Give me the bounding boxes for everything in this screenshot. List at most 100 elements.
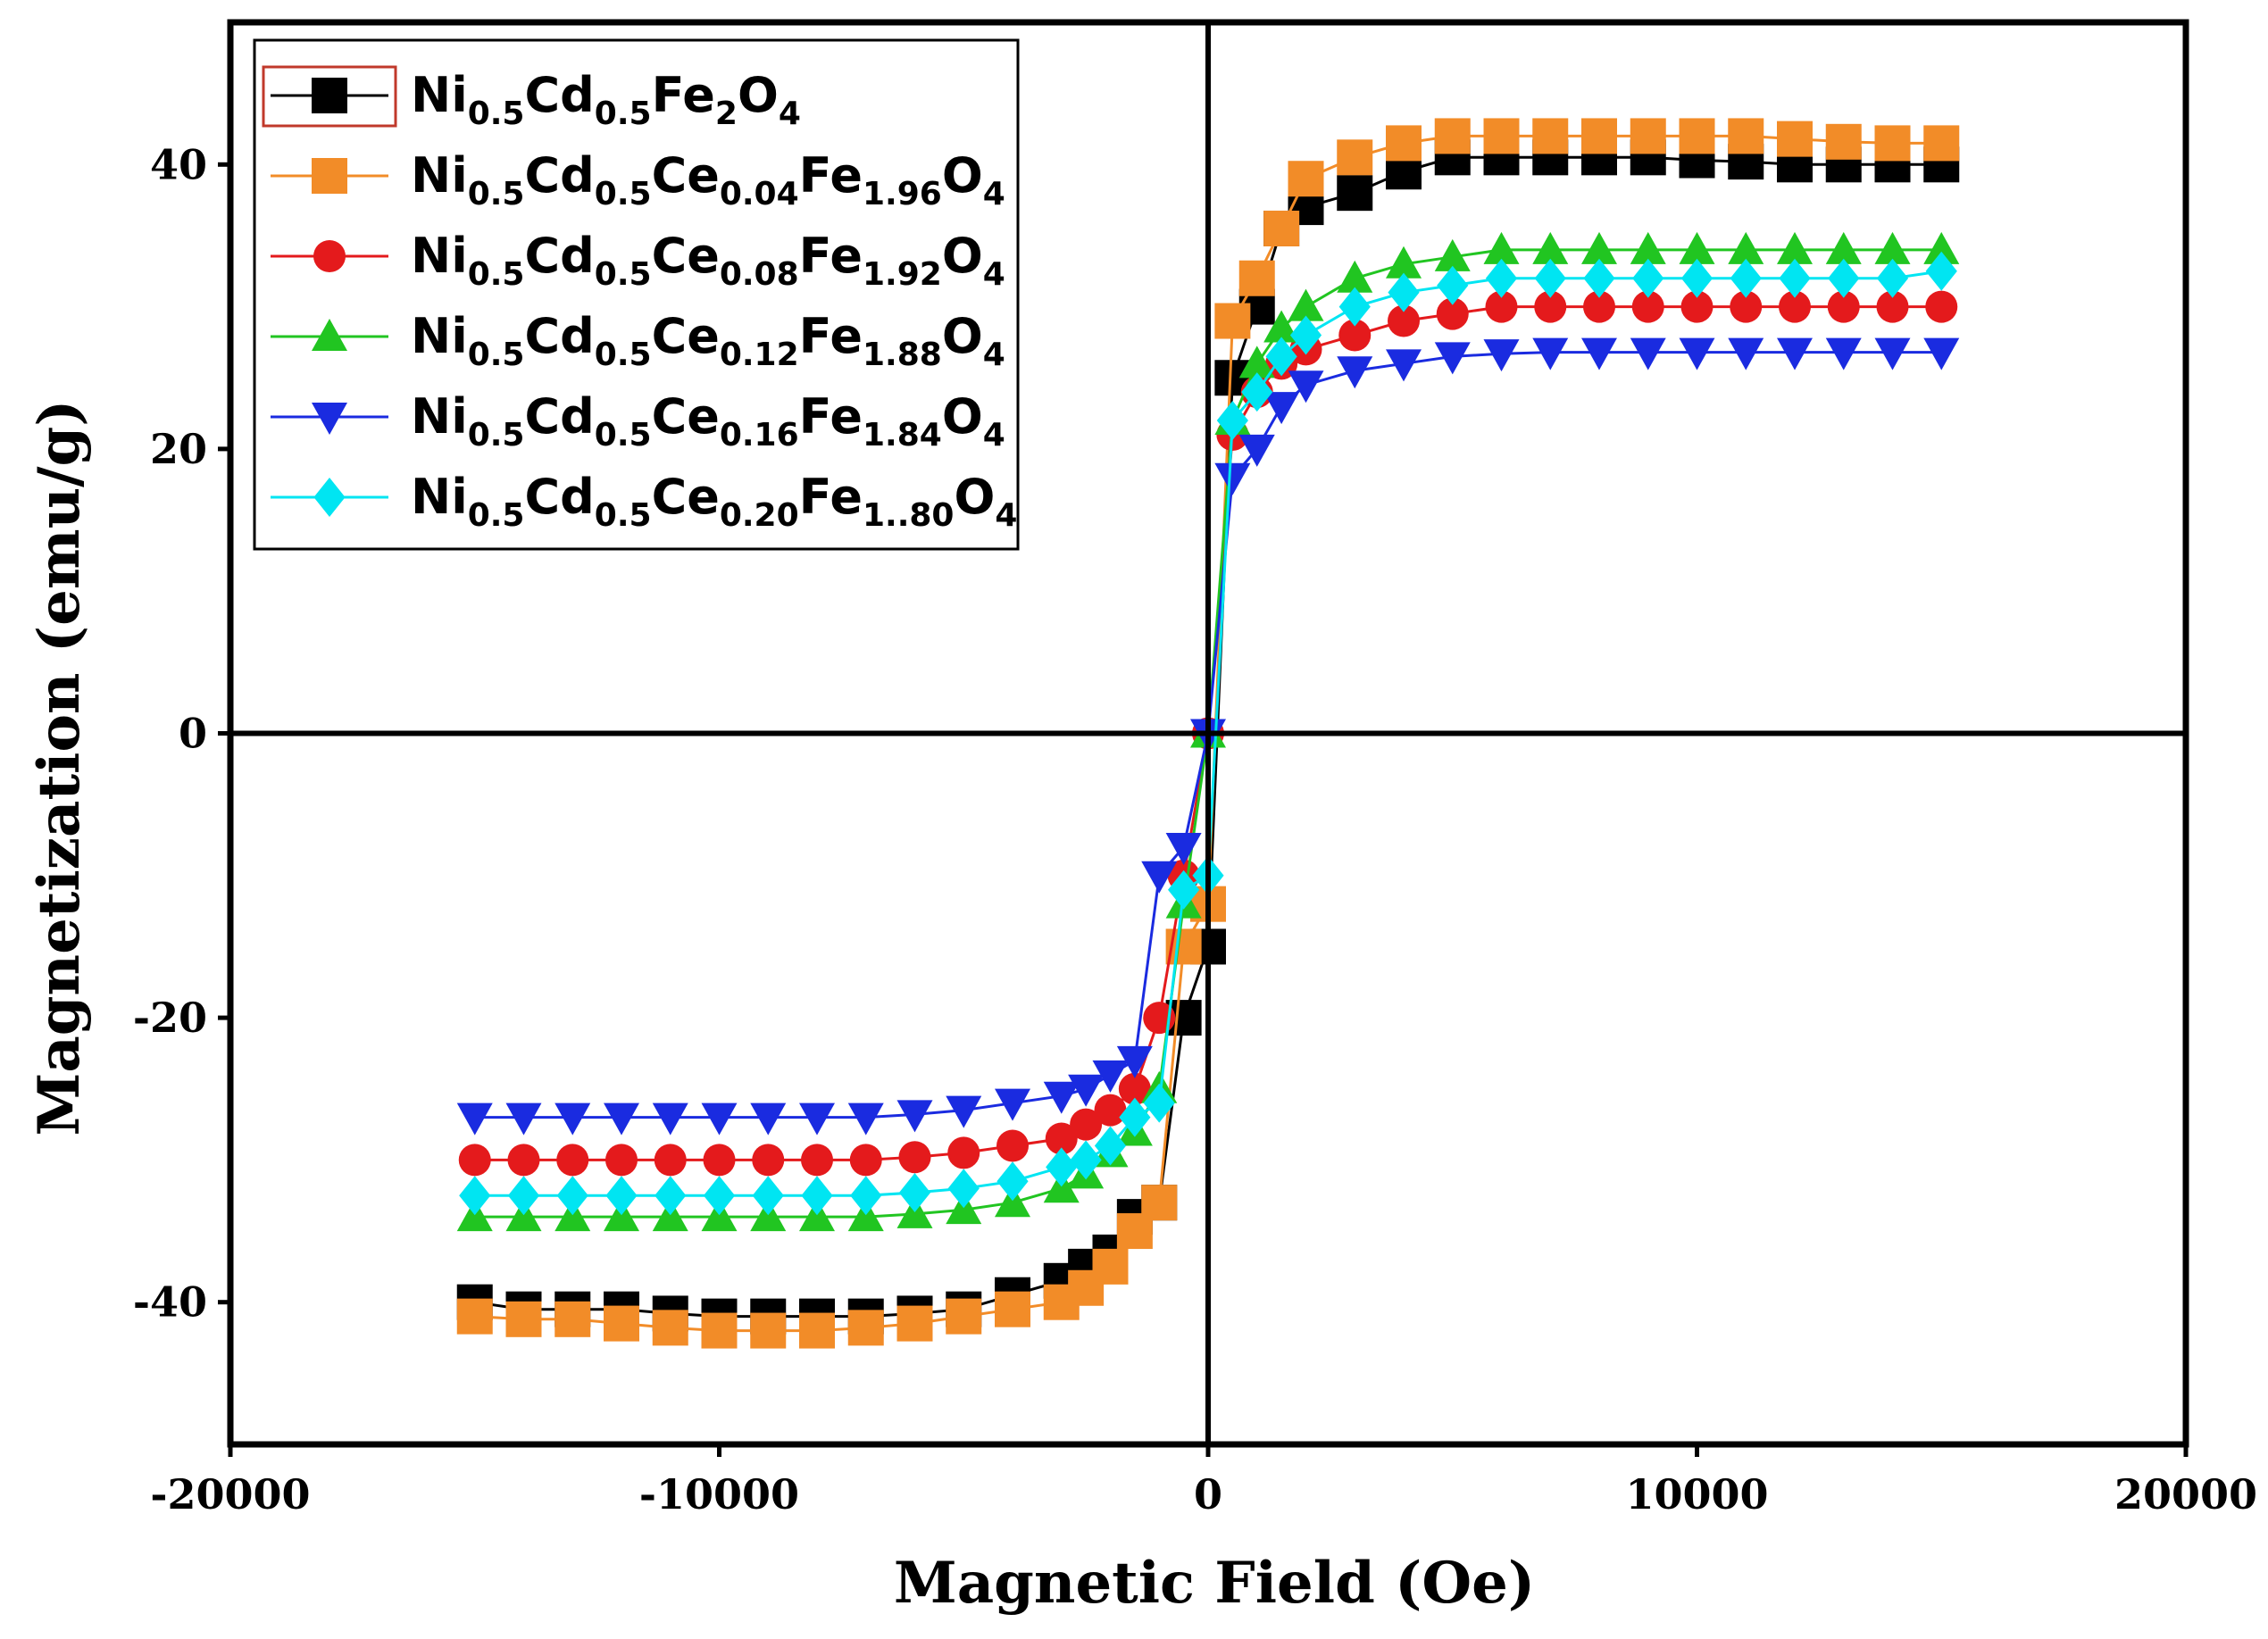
legend-entry-2: Ni0.5Cd0.5Ce0.08Fe1.92O4 xyxy=(271,228,1005,293)
legend-entry-5: Ni0.5Cd0.5Ce0.20Fe1..80O4 xyxy=(271,469,1017,534)
data-point xyxy=(1827,290,1860,323)
data-point xyxy=(946,1095,982,1128)
data-point xyxy=(505,1301,542,1337)
data-point xyxy=(995,1088,1030,1121)
data-point xyxy=(1288,288,1324,321)
data-point xyxy=(604,1305,639,1342)
y-tick-label: 40 xyxy=(150,140,207,188)
data-point xyxy=(996,1129,1029,1162)
data-point xyxy=(1923,231,1960,264)
data-point xyxy=(1338,319,1372,352)
data-point xyxy=(1216,401,1248,441)
legend-label: Ni0.5Cd0.5Ce0.08Fe1.92O4 xyxy=(411,228,1005,293)
data-point xyxy=(1263,310,1300,343)
data-point xyxy=(1777,231,1813,264)
data-point xyxy=(849,1144,882,1177)
legend-highlight xyxy=(262,65,397,128)
data-point xyxy=(1483,339,1520,372)
legend-marker xyxy=(313,478,346,517)
data-point xyxy=(898,1173,931,1213)
data-point xyxy=(1483,118,1520,154)
data-point xyxy=(1092,1248,1129,1285)
data-point xyxy=(1094,1094,1127,1127)
data-point xyxy=(995,1291,1030,1327)
legend-label: Ni0.5Cd0.5Fe2O4 xyxy=(411,67,801,132)
data-point xyxy=(947,1136,980,1169)
data-point xyxy=(507,1144,540,1177)
y-tick-label: -40 xyxy=(133,1278,207,1327)
legend-label: Ni0.5Cd0.5Ce0.16Fe1.84O4 xyxy=(411,388,1005,453)
data-point xyxy=(1534,258,1566,298)
data-point xyxy=(1238,345,1275,379)
data-point xyxy=(1779,290,1811,323)
data-point xyxy=(801,1144,833,1177)
data-point xyxy=(1483,231,1520,264)
data-point xyxy=(1923,125,1960,162)
data-point xyxy=(1045,1122,1078,1155)
data-point xyxy=(655,1176,687,1216)
legend-entry-3: Ni0.5Cd0.5Ce0.12Fe1.88O4 xyxy=(271,308,1005,373)
data-point xyxy=(1876,290,1909,323)
legend-marker xyxy=(312,158,347,194)
data-point xyxy=(1119,1097,1151,1137)
data-point xyxy=(896,1100,933,1133)
data-point xyxy=(1288,370,1324,404)
data-point xyxy=(604,1102,639,1136)
data-point xyxy=(1238,260,1275,296)
data-point xyxy=(947,1169,980,1209)
data-point xyxy=(1728,231,1764,264)
data-point xyxy=(1337,356,1373,389)
data-point xyxy=(556,1144,589,1177)
data-point xyxy=(1825,337,1862,370)
data-point xyxy=(605,1176,638,1216)
data-point xyxy=(1828,258,1860,298)
legend-label: Ni0.5Cd0.5Ce0.04Fe1.96O4 xyxy=(411,147,1005,212)
data-point xyxy=(1779,258,1811,298)
x-tick-label: -10000 xyxy=(639,1470,799,1518)
series-5 xyxy=(459,251,1957,1216)
data-point xyxy=(801,1176,833,1216)
data-point xyxy=(1068,1074,1105,1107)
data-point xyxy=(1289,315,1322,355)
data-point xyxy=(1168,869,1200,910)
data-point xyxy=(1386,349,1422,382)
data-point xyxy=(652,1310,688,1346)
legend-entry-1: Ni0.5Cd0.5Ce0.04Fe1.96O4 xyxy=(271,147,1005,212)
data-point xyxy=(847,1310,884,1346)
data-point xyxy=(1118,1072,1151,1105)
x-axis-title: Magnetic Field (Oe) xyxy=(894,1550,1535,1617)
data-point xyxy=(996,1161,1029,1202)
legend-marker xyxy=(312,78,347,113)
legend-marker xyxy=(313,240,346,272)
ticks-layer: -20000 -10000 0 10000 20000 -40 -20 0 20 40 xyxy=(133,140,2257,1518)
legend-marker xyxy=(312,319,347,351)
data-point xyxy=(1116,1045,1153,1078)
data-point xyxy=(1214,462,1251,495)
data-point xyxy=(1485,290,1518,323)
data-point xyxy=(1728,118,1764,154)
data-point xyxy=(1925,251,1957,291)
data-point xyxy=(1632,258,1664,298)
data-point xyxy=(1337,260,1373,293)
data-point xyxy=(847,1102,884,1136)
y-axis-title: Magnetization (emu/g) xyxy=(26,399,93,1136)
data-point xyxy=(1434,342,1471,375)
data-point xyxy=(1241,372,1273,412)
data-point xyxy=(1583,290,1615,323)
legend-entry-0: Ni0.5Cd0.5Fe2O4 xyxy=(271,67,801,132)
data-point xyxy=(1679,337,1715,370)
data-point xyxy=(652,1102,688,1136)
data-point xyxy=(554,1102,591,1136)
data-point xyxy=(1263,210,1300,246)
data-point xyxy=(1680,290,1714,323)
data-point xyxy=(1925,290,1958,323)
data-point xyxy=(1874,231,1911,264)
data-point xyxy=(1730,258,1762,298)
data-point xyxy=(1338,287,1371,327)
data-point xyxy=(1532,337,1569,370)
data-point xyxy=(1094,1126,1127,1166)
data-point xyxy=(750,1102,787,1136)
y-tick-label: -20 xyxy=(133,994,207,1042)
data-point xyxy=(556,1176,588,1216)
